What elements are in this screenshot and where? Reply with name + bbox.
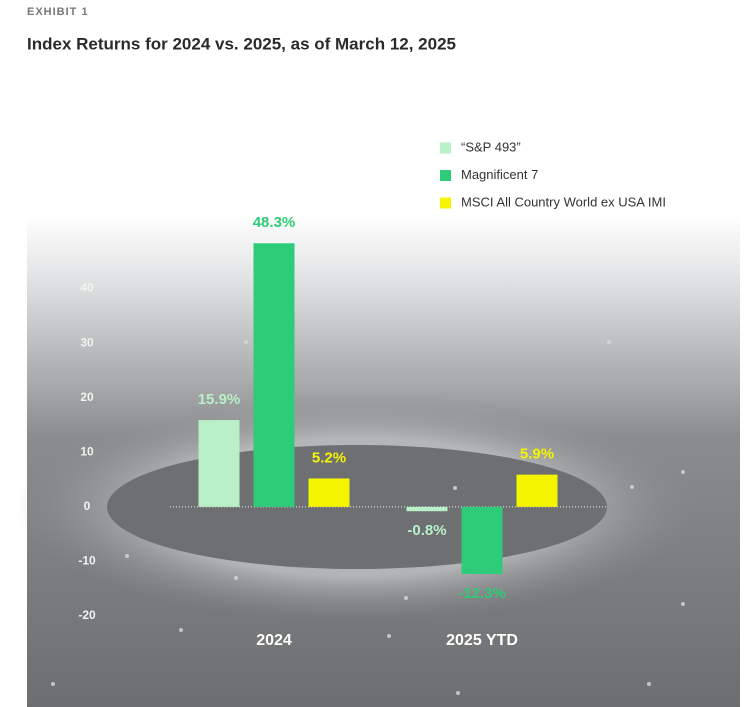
- y-tick-label: 10: [80, 444, 94, 458]
- legend-swatch: [440, 170, 451, 181]
- bar: [308, 478, 350, 507]
- value-label: 15.9%: [198, 391, 241, 408]
- chart-title: Index Returns for 2024 vs. 2025, as of M…: [27, 34, 456, 53]
- y-tick-label: -20: [78, 608, 96, 622]
- value-label: 5.2%: [312, 449, 346, 466]
- legend-label: Magnificent 7: [461, 167, 538, 182]
- decor-dots: [51, 299, 685, 695]
- y-tick-label: 30: [80, 335, 94, 349]
- value-label: 5.9%: [520, 446, 554, 463]
- bar: [198, 420, 240, 507]
- legend-swatch: [440, 197, 451, 209]
- kicker: EXHIBIT 1: [27, 6, 89, 18]
- bar: [516, 474, 558, 507]
- legend-label: “S&P 493”: [461, 139, 521, 154]
- y-tick-label: 0: [84, 499, 91, 513]
- value-label: -0.8%: [407, 522, 446, 539]
- y-tick-label: -10: [78, 554, 96, 568]
- bar: [253, 243, 295, 507]
- value-label: 48.3%: [253, 214, 296, 231]
- bar: [406, 506, 448, 512]
- legend-label: MSCI All Country World ex USA IMI: [461, 194, 666, 209]
- value-label: -12.3%: [458, 585, 506, 602]
- bar: [461, 506, 503, 574]
- x-tick-label: 2025 YTD: [446, 632, 518, 649]
- y-tick-label: 40: [80, 281, 94, 295]
- x-tick-label: 2024: [256, 632, 292, 649]
- legend-swatch: [440, 142, 451, 154]
- y-tick-label: 20: [80, 390, 94, 404]
